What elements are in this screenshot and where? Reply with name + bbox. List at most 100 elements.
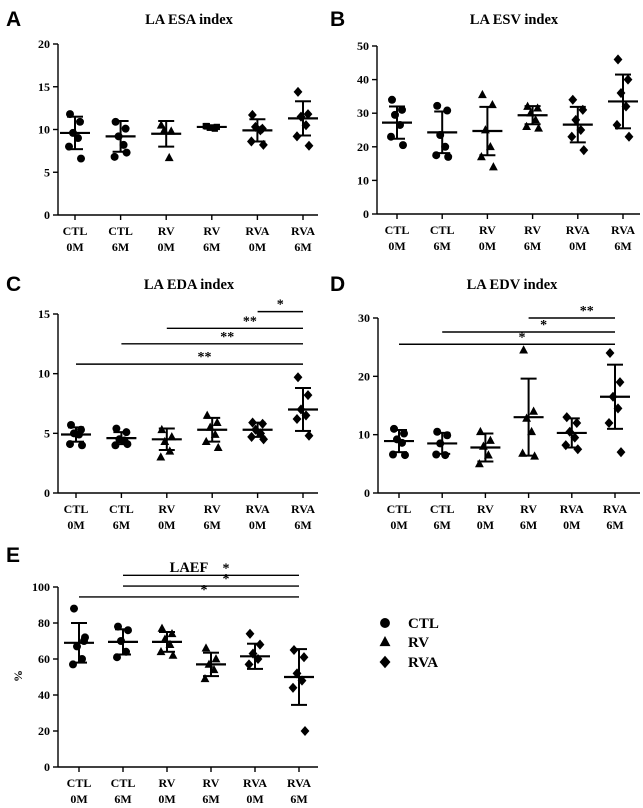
panel-letter-b: B [330,8,345,31]
x-tick-label: 6M [290,792,307,806]
data-point [200,673,210,683]
y-tick-label: 40 [38,688,50,702]
data-point [78,441,86,450]
data-point [604,417,614,429]
y-tick-label: 0 [44,760,50,774]
data-point [114,132,123,141]
group-rv-0m [152,623,182,659]
data-point [77,154,85,163]
data-point [534,123,544,132]
data-point [157,424,167,434]
data-point [389,450,397,459]
x-tick-label: 0M [249,240,266,254]
data-point [168,650,178,659]
data-point [205,422,215,431]
x-tick-label: 0M [249,518,266,532]
data-point [519,345,529,354]
group-rv-6m [197,410,228,452]
data-point [623,74,633,85]
data-point [432,151,441,160]
x-tick-label: 6M [202,792,219,806]
group-ctl-0m [60,110,90,163]
data-point [391,110,399,119]
data-point [400,429,408,438]
data-point [398,105,406,114]
data-point [67,420,75,429]
group-ctl-0m [382,95,412,150]
data-point [436,439,445,448]
data-point [157,623,167,632]
x-tick-label: RV [203,224,220,238]
data-point [526,108,536,117]
x-tick-label: 6M [294,518,311,532]
x-tick-label: RVA [243,776,267,790]
data-point [111,441,120,450]
x-tick-label: 0M [563,518,580,532]
significance-label: * [277,298,284,313]
data-point [66,110,74,119]
x-tick-label: RVA [566,223,590,237]
data-point [111,117,120,126]
data-point [211,125,218,132]
data-point [572,417,582,429]
y-tick-label: 15 [38,307,50,321]
data-point [156,646,166,656]
data-point [444,152,453,161]
x-tick-label: 6M [114,792,131,806]
legend-entry-ctl: CTL [380,616,439,632]
x-tick-label: 0M [388,239,405,253]
y-tick-label: 0 [44,208,50,222]
data-point [616,88,626,99]
x-tick-label: 6M [113,518,130,532]
data-point [613,54,623,65]
legend-marker-circle [380,618,390,628]
data-point [562,412,572,423]
x-tick-label: 6M [606,518,623,532]
x-tick-label: 0M [246,792,263,806]
data-point [248,648,258,659]
data-point [523,101,533,110]
data-point [579,145,589,156]
data-point [390,424,398,433]
x-tick-label: 6M [112,240,129,254]
x-tick-label: RV [158,224,175,238]
data-point [624,131,634,142]
data-point [164,152,174,162]
x-tick-label: 0M [158,240,175,254]
group-rva-6m [288,86,318,151]
x-tick-label: RVA [287,776,311,790]
axes [377,318,640,494]
data-point [478,441,488,450]
data-point [561,440,571,451]
data-point [299,652,309,663]
data-point [518,448,528,457]
data-point [443,431,452,440]
data-point [296,111,306,122]
data-point [522,413,532,422]
data-point [258,139,268,150]
data-point [204,659,214,668]
y-tick-label: 10 [358,428,370,442]
data-point [292,668,302,679]
data-point [522,121,532,130]
x-tick-label: RV [520,502,537,516]
y-tick-label: 20 [38,724,50,738]
data-point [159,125,169,134]
group-rv-0m [470,426,501,468]
y-tick-label: 10 [357,173,369,187]
data-point [613,403,623,414]
x-tick-label: CTL [387,502,412,516]
data-point [387,132,395,141]
group-rva-0m [242,109,273,150]
group-rv-0m [472,89,503,171]
data-point [288,682,298,693]
y-tick-label: 20 [357,140,369,154]
y-tick-label: 10 [38,367,50,381]
data-point [483,450,493,459]
data-point [568,94,578,105]
data-point [202,410,212,419]
data-point [485,141,495,151]
data-point [303,109,313,120]
x-tick-label: 6M [520,518,537,532]
data-point [477,89,487,99]
